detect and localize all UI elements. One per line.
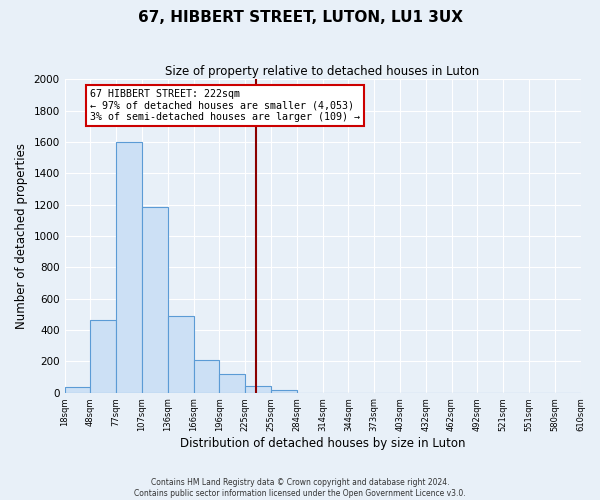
X-axis label: Distribution of detached houses by size in Luton: Distribution of detached houses by size … [180, 437, 466, 450]
Bar [271, 390, 297, 392]
Y-axis label: Number of detached properties: Number of detached properties [15, 143, 28, 329]
Bar [245, 386, 271, 392]
Text: 67 HIBBERT STREET: 222sqm
← 97% of detached houses are smaller (4,053)
3% of sem: 67 HIBBERT STREET: 222sqm ← 97% of detac… [91, 88, 361, 122]
Text: Contains HM Land Registry data © Crown copyright and database right 2024.
Contai: Contains HM Land Registry data © Crown c… [134, 478, 466, 498]
Bar [65, 387, 91, 392]
Bar [116, 142, 142, 393]
Bar [194, 360, 220, 392]
Bar [220, 374, 245, 392]
Bar [142, 207, 168, 392]
Text: 67, HIBBERT STREET, LUTON, LU1 3UX: 67, HIBBERT STREET, LUTON, LU1 3UX [137, 10, 463, 25]
Bar [168, 316, 194, 392]
Bar [91, 320, 116, 392]
Title: Size of property relative to detached houses in Luton: Size of property relative to detached ho… [166, 65, 480, 78]
